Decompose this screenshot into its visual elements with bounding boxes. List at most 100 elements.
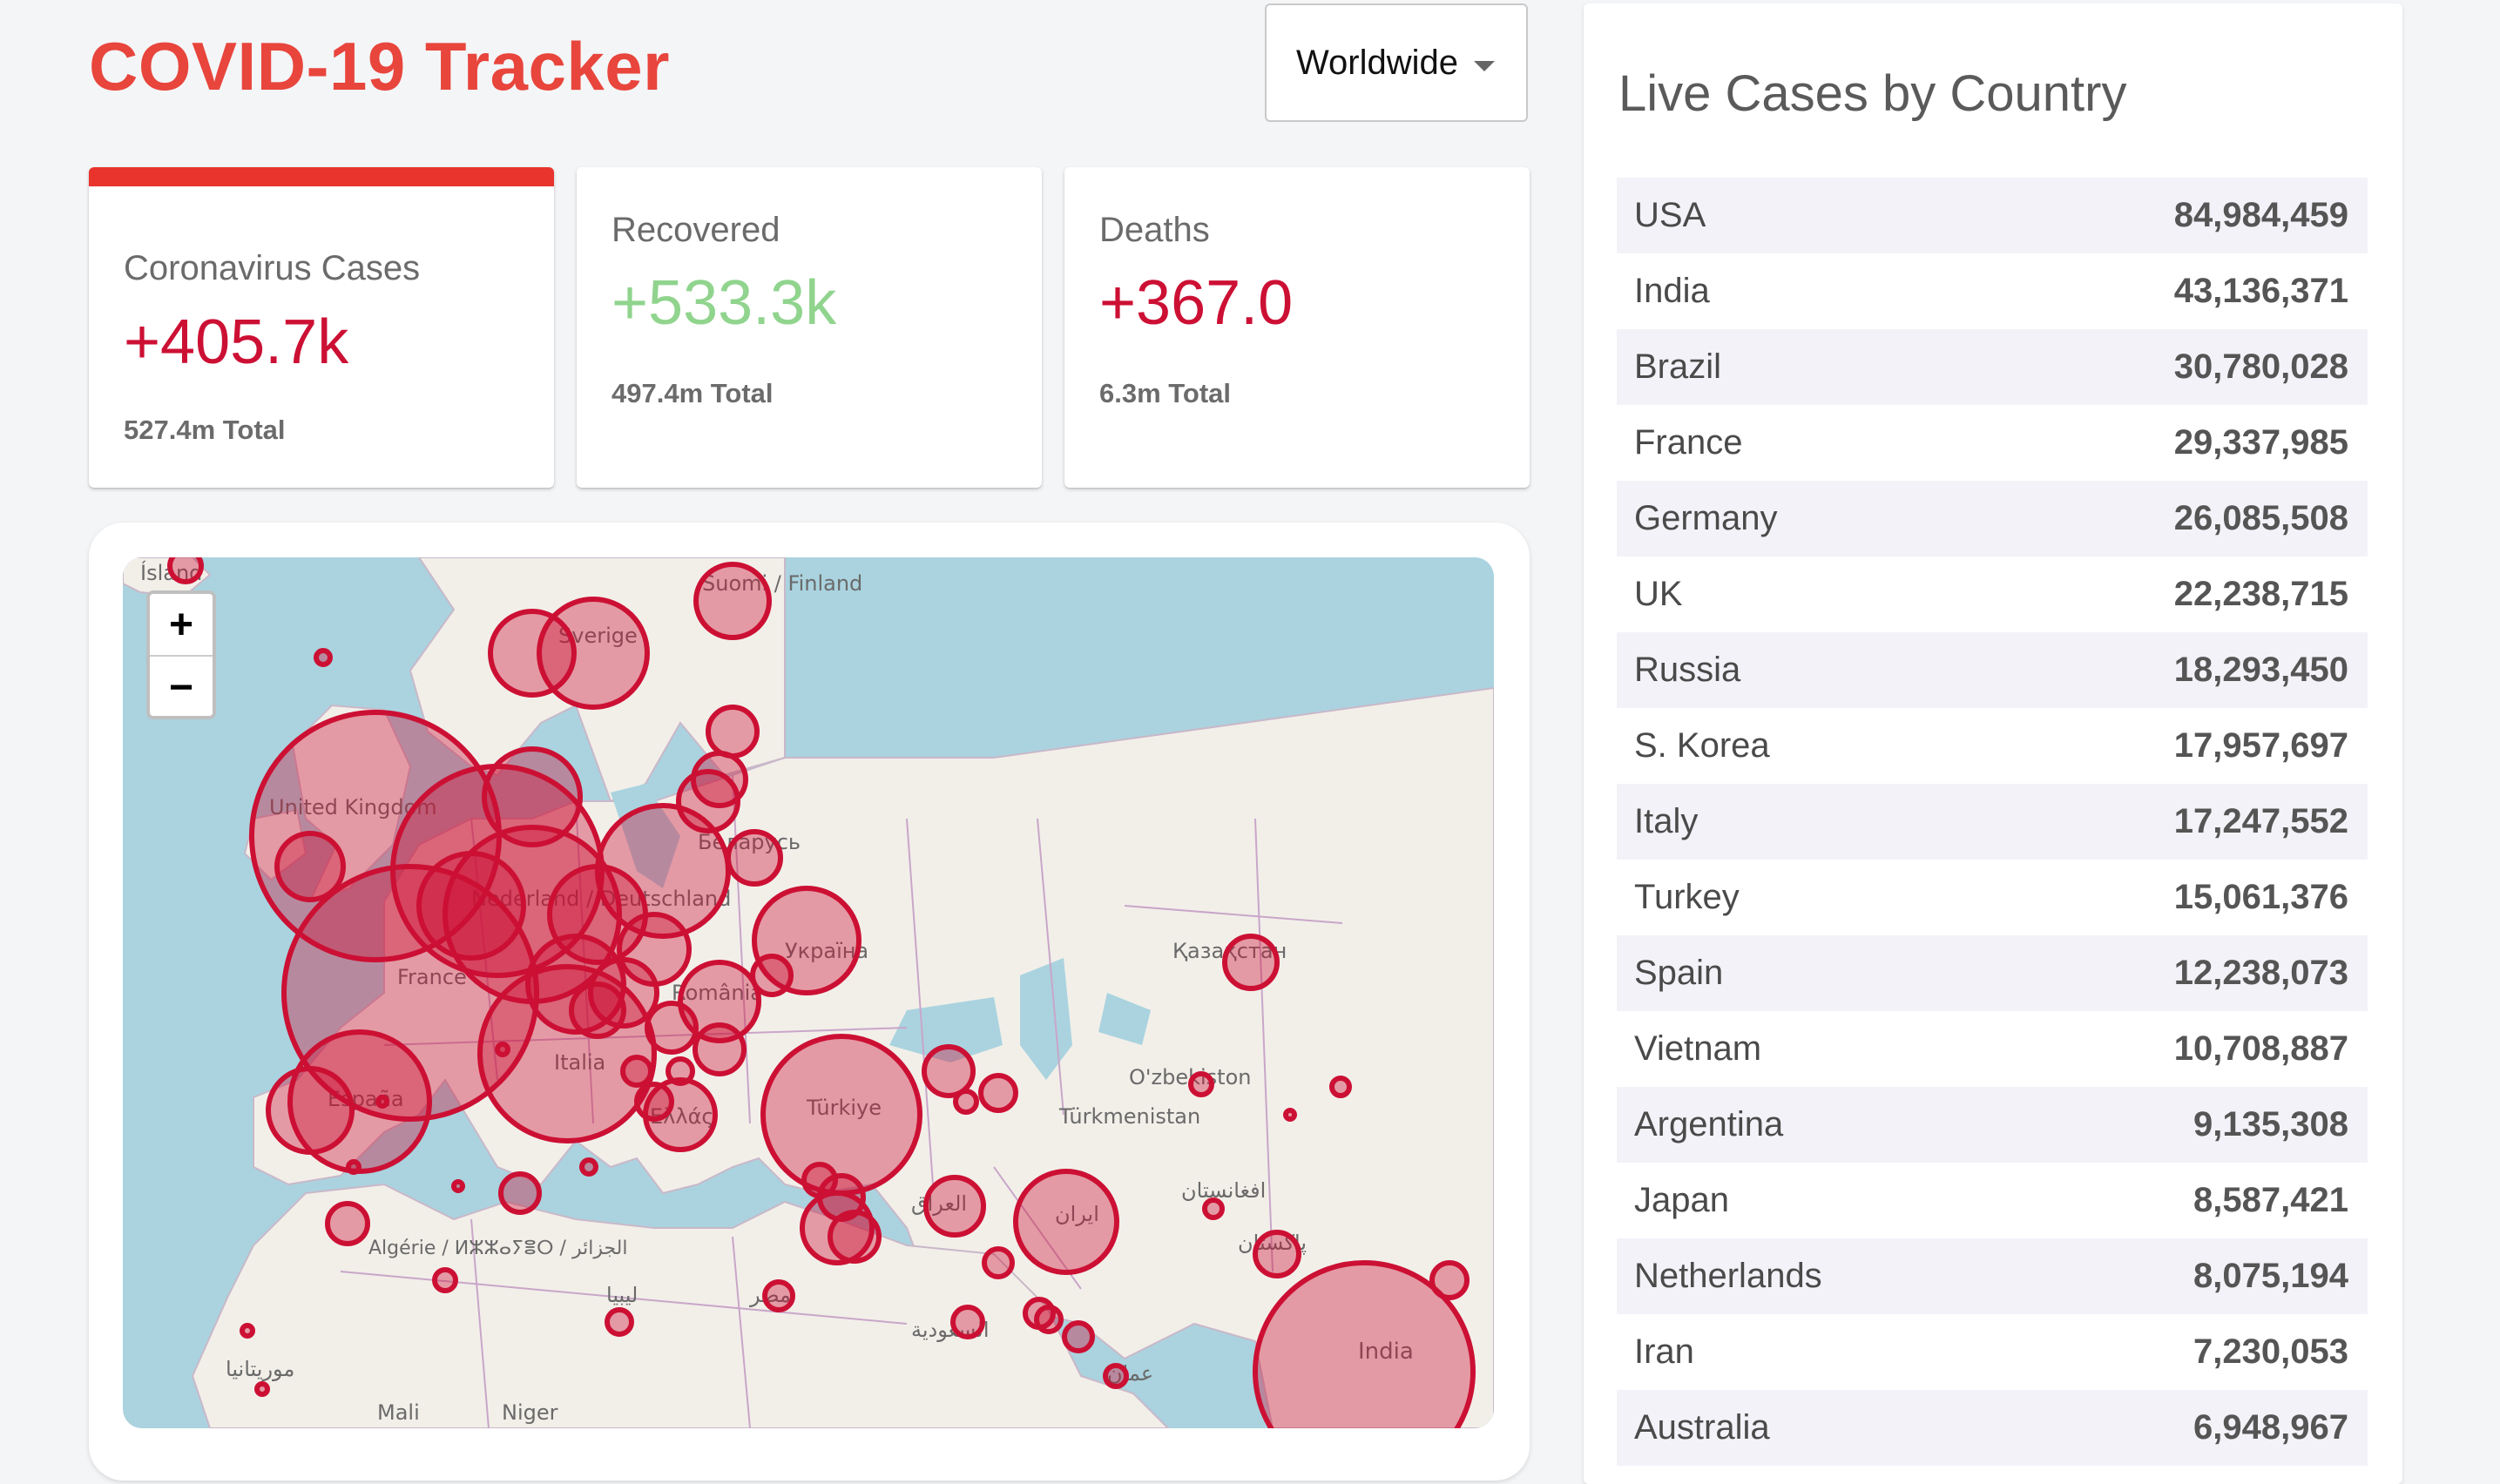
map-label: Niger [502, 1400, 558, 1425]
case-circle[interactable] [274, 831, 346, 902]
map-label: ليبيا [606, 1283, 638, 1307]
case-circle[interactable] [693, 562, 772, 640]
case-circle[interactable] [240, 1323, 255, 1339]
case-circle[interactable] [537, 597, 650, 710]
case-circle[interactable] [1429, 1260, 1470, 1300]
case-circle[interactable] [605, 1307, 634, 1337]
table-row[interactable]: S. Korea 17,957,697 [1617, 708, 2368, 784]
case-circle[interactable] [678, 960, 761, 1043]
map[interactable]: Ísland Suomi / Finland Sverige United Ki… [123, 557, 1494, 1428]
case-circle[interactable] [1034, 1305, 1064, 1334]
zoom-in-button[interactable]: + [150, 594, 213, 657]
recovered-card[interactable]: Recovered +533.3k 497.4m Total [577, 167, 1042, 488]
case-circle[interactable] [726, 829, 783, 887]
case-circle[interactable] [477, 964, 657, 1143]
case-circle[interactable] [595, 803, 731, 939]
zoom-out-button[interactable]: − [150, 657, 213, 716]
case-circle[interactable] [706, 705, 760, 759]
table-row[interactable]: Japan 8,587,421 [1617, 1163, 2368, 1238]
table-row[interactable]: UK 22,238,715 [1617, 556, 2368, 632]
case-circle[interactable] [346, 1159, 361, 1175]
case-circle[interactable] [752, 886, 861, 995]
case-circle[interactable] [1283, 1108, 1297, 1122]
country-name: Brazil [1634, 347, 1722, 386]
case-circle[interactable] [1013, 1169, 1119, 1275]
case-circle[interactable] [569, 981, 626, 1039]
deaths-card-delta: +367.0 [1099, 268, 1294, 338]
case-circle[interactable] [676, 769, 740, 833]
table-row[interactable]: Argentina 9,135,308 [1617, 1087, 2368, 1163]
case-circle[interactable] [482, 746, 583, 847]
case-circle[interactable] [923, 1175, 986, 1238]
case-circle[interactable] [167, 557, 204, 584]
country-name: Netherlands [1634, 1257, 1822, 1295]
case-circle[interactable] [432, 1267, 458, 1293]
case-circle[interactable] [375, 1095, 389, 1109]
case-circle[interactable] [1062, 1320, 1095, 1353]
case-circle[interactable] [416, 851, 526, 961]
case-circle[interactable] [1188, 1071, 1214, 1097]
live-cases-panel: Live Cases by Country USA 84,984,459 Indi… [1584, 3, 2402, 1484]
country-name: France [1634, 423, 1743, 462]
case-circle[interactable] [488, 609, 577, 698]
case-circle[interactable] [953, 1089, 979, 1115]
table-row[interactable]: Russia 18,293,450 [1617, 632, 2368, 708]
case-circle[interactable] [950, 1305, 985, 1339]
country-select[interactable]: Worldwide [1265, 3, 1528, 122]
case-circle[interactable] [750, 954, 794, 997]
country-name: Japan [1634, 1181, 1729, 1219]
case-circle[interactable] [645, 1001, 699, 1055]
case-circle[interactable] [978, 1073, 1018, 1113]
map-label: Algérie / ⵍⵣⵣⴰⵢⴻⵔ / الجزائر [368, 1238, 628, 1259]
case-circle[interactable] [620, 1055, 653, 1088]
cases-card[interactable]: Coronavirus Cases +405.7k 527.4m Total [89, 167, 554, 488]
country-name: UK [1634, 575, 1683, 613]
deaths-card[interactable]: Deaths +367.0 6.3m Total [1064, 167, 1530, 488]
table-row[interactable]: Germany 26,085,508 [1617, 481, 2368, 556]
table-row[interactable]: France 29,337,985 [1617, 405, 2368, 481]
case-circle[interactable] [643, 1077, 718, 1152]
case-circle[interactable] [760, 1034, 922, 1196]
case-circle[interactable] [525, 934, 626, 1035]
table-row[interactable]: Italy 17,247,552 [1617, 784, 2368, 860]
case-circle[interactable] [922, 1044, 976, 1098]
case-circle[interactable] [325, 1201, 370, 1246]
table-row[interactable]: USA 84,984,459 [1617, 178, 2368, 253]
deaths-card-total: 6.3m Total [1099, 378, 1232, 408]
case-circle[interactable] [828, 1210, 882, 1264]
case-circle[interactable] [693, 1022, 747, 1076]
case-circle[interactable] [982, 1246, 1015, 1279]
table-row[interactable]: Vietnam 10,708,887 [1617, 1011, 2368, 1087]
case-circle[interactable] [266, 1066, 355, 1155]
case-circle[interactable] [314, 648, 333, 667]
case-circle[interactable] [498, 1171, 542, 1215]
case-circle[interactable] [1222, 934, 1280, 991]
case-circle[interactable] [281, 864, 539, 1122]
case-circle[interactable] [1329, 1076, 1352, 1098]
case-circle[interactable] [1103, 1363, 1129, 1389]
case-circle[interactable] [762, 1279, 795, 1312]
case-circle[interactable] [579, 1157, 598, 1177]
map-label: Suomi / Finland [702, 571, 862, 596]
table-row[interactable]: Iran 7,230,053 [1617, 1314, 2368, 1390]
table-row[interactable]: Brazil 30,780,028 [1617, 329, 2368, 405]
table-row[interactable]: Turkey 15,061,376 [1617, 860, 2368, 935]
map-label: السعودية [911, 1318, 990, 1342]
table-row[interactable]: Australia 6,948,967 [1617, 1390, 2368, 1466]
case-circle[interactable] [666, 1056, 695, 1086]
case-circle[interactable] [691, 751, 748, 808]
case-circle[interactable] [451, 1179, 465, 1193]
case-circle[interactable] [495, 1042, 510, 1057]
case-circle[interactable] [1202, 1197, 1225, 1220]
table-row[interactable]: Spain 12,238,073 [1617, 935, 2368, 1011]
map-canvas[interactable]: Ísland Suomi / Finland Sverige United Ki… [123, 557, 1494, 1428]
country-name: Iran [1634, 1332, 1694, 1371]
cases-card-delta: +405.7k [124, 307, 349, 377]
case-circle[interactable] [1253, 1260, 1476, 1428]
case-circle[interactable] [254, 1381, 270, 1397]
table-row[interactable]: Netherlands 8,075,194 [1617, 1238, 2368, 1314]
map-label: Türkmenistan [1058, 1104, 1200, 1129]
table-row[interactable]: India 43,136,371 [1617, 253, 2368, 329]
map-label: India [1358, 1339, 1414, 1365]
case-circle[interactable] [1253, 1230, 1301, 1278]
